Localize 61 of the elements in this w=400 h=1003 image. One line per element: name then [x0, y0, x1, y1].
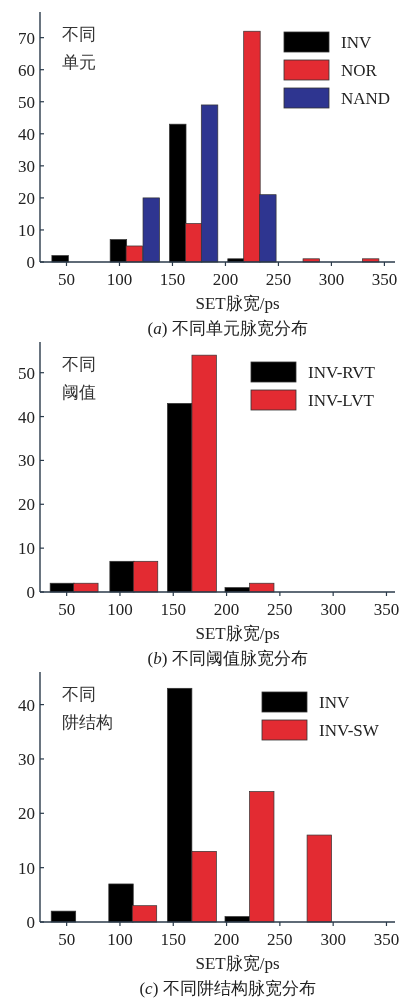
x-tick-label: 300: [318, 270, 345, 289]
x-tick-label: 100: [107, 930, 133, 949]
x-tick-label: 50: [57, 270, 75, 289]
legend-label: INV-SW: [319, 721, 380, 740]
legend-label: INV: [341, 33, 372, 52]
x-tick-label: 150: [160, 930, 187, 949]
y-tick-label: 0: [26, 913, 35, 932]
y-tick-label: 40: [18, 407, 35, 427]
legend-label: INV-LVT: [308, 391, 375, 410]
x-tick-label: 200: [212, 270, 239, 289]
x-tick-label: 200: [213, 600, 240, 619]
x-tick-label: 350: [373, 930, 400, 949]
x-axis-title: SET脉宽/ps: [195, 954, 280, 973]
x-axis-title: SET脉宽/ps: [195, 294, 280, 313]
y-tick-label: 50: [18, 92, 35, 112]
x-tick-label: 150: [160, 600, 187, 619]
y-tick-label: 30: [18, 451, 35, 471]
x-tick-label: 50: [58, 600, 76, 619]
annotation: 不同: [62, 685, 96, 704]
x-axis-title: SET脉宽/ps: [195, 624, 280, 643]
bar: [306, 834, 332, 923]
y-tick-label: 0: [26, 583, 35, 602]
x-tick-label: 150: [159, 270, 186, 289]
text: (c) 不同阱结构脉宽分布: [139, 979, 316, 998]
text: (a) 不同单元脉宽分布: [147, 319, 308, 338]
x-tick-label: 250: [267, 930, 293, 949]
y-tick-label: 40: [18, 695, 35, 715]
x-tick-label: 100: [107, 600, 133, 619]
legend-label: INV: [319, 693, 350, 712]
annotation: 不同: [62, 355, 96, 374]
legend-label: NOR: [341, 61, 378, 80]
x-tick-label: 50: [58, 930, 76, 949]
y-tick-label: 10: [18, 858, 35, 878]
x-tick-label: 300: [320, 930, 346, 949]
y-tick-label: 20: [18, 495, 35, 515]
legend-label: INV-RVT: [308, 363, 376, 382]
y-tick-label: 30: [18, 156, 35, 176]
annotation: 不同: [62, 25, 96, 44]
y-tick-label: 30: [18, 749, 35, 769]
y-tick-label: 60: [18, 60, 35, 80]
x-tick-label: 250: [265, 270, 292, 289]
y-tick-label: 10: [18, 220, 35, 240]
y-tick-label: 10: [18, 539, 35, 559]
y-tick-label: 20: [18, 804, 35, 824]
y-tick-label: 40: [18, 124, 35, 144]
legend-label: NAND: [341, 89, 391, 108]
x-tick-label: 100: [106, 270, 133, 289]
x-tick-label: 350: [373, 600, 400, 619]
x-tick-label: 250: [267, 600, 293, 619]
y-tick-label: 50: [18, 363, 35, 383]
bar: [50, 910, 77, 923]
y-tick-label: 70: [18, 28, 35, 48]
x-tick-label: 350: [371, 270, 398, 289]
y-tick-label: 0: [26, 253, 35, 272]
annotation: 阱结构: [62, 713, 113, 732]
x-tick-label: 200: [213, 930, 240, 949]
text: (b) 不同阈值脉宽分布: [147, 649, 308, 668]
x-tick-label: 300: [320, 600, 346, 619]
annotation: 阈值: [62, 383, 96, 402]
annotation: 单元: [62, 53, 96, 72]
y-tick-label: 20: [18, 188, 35, 208]
